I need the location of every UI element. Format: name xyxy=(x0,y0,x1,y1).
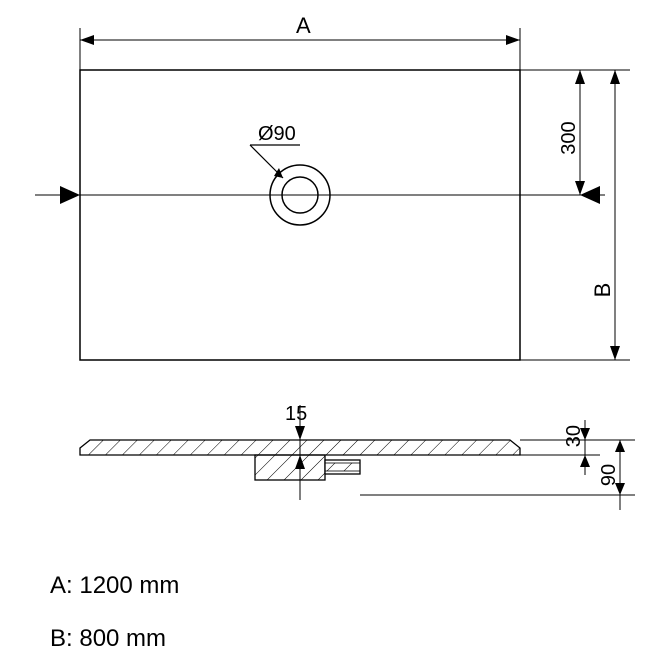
dim-90-arrow-t xyxy=(615,440,625,452)
dim-90-label: 90 xyxy=(598,464,620,486)
dim-b-label: B xyxy=(590,283,615,298)
dim-a-arrow-l xyxy=(80,35,94,45)
dim-300-arrow-t xyxy=(575,70,585,84)
tray-outline xyxy=(80,70,520,360)
axis-arrow-right xyxy=(580,186,600,204)
dim-300-label: 300 xyxy=(558,121,580,154)
dim-30-arrow-b xyxy=(580,455,590,467)
drain-diameter-label: Ø90 xyxy=(258,123,296,145)
dim-a-label: A xyxy=(296,13,311,38)
trap-outlet-inner xyxy=(325,463,360,471)
trap-body xyxy=(255,455,325,480)
dim-a-arrow-r xyxy=(506,35,520,45)
legend: A: 1200 mm B: 800 mm xyxy=(50,560,179,666)
legend-a: A: 1200 mm xyxy=(50,560,179,613)
dim-15-arrow-top xyxy=(295,426,305,440)
drain-leader-arrowhead xyxy=(274,168,283,178)
diagram-canvas: Ø90 A 300 B xyxy=(0,0,665,665)
dim-30-label: 30 xyxy=(563,425,585,447)
dim-15-label: 15 xyxy=(285,403,307,425)
dim-b-arrow-b xyxy=(610,346,620,360)
dim-300-arrow-b xyxy=(575,181,585,195)
dim-b-arrow-t xyxy=(610,70,620,84)
legend-b: B: 800 mm xyxy=(50,613,179,666)
axis-arrow-left xyxy=(60,186,80,204)
